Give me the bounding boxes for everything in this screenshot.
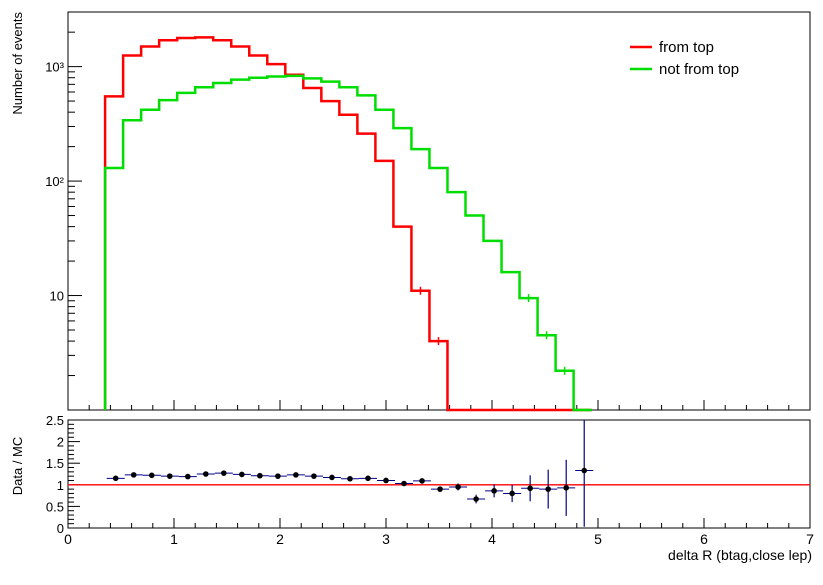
ratio-point: [485, 484, 503, 497]
ratio-x-tick-label: 2: [276, 531, 284, 547]
ratio-marker: [203, 471, 209, 477]
ratio-point: [521, 475, 539, 501]
ratio-point: [539, 470, 557, 509]
ratio-marker: [221, 470, 227, 476]
ratio-marker: [509, 491, 515, 497]
ratio-y-tick-label: 2: [57, 435, 64, 450]
ratio-y-tick-label: 2.5: [46, 413, 64, 428]
ratio-point: [305, 473, 323, 479]
ratio-marker: [311, 473, 317, 479]
ratio-point: [197, 471, 215, 477]
ratio-x-tick-label: 7: [806, 531, 814, 547]
ratio-marker: [581, 468, 587, 474]
ratio-y-tick-label: 1: [57, 478, 64, 493]
ratio-marker: [185, 474, 191, 480]
histogram-series-not-from-top: [105, 76, 592, 410]
ratio-point: [161, 473, 179, 479]
ratio-point: [575, 420, 593, 527]
histogram-y-ticks: 10 10² 10³: [45, 12, 82, 410]
histogram-series: [105, 37, 592, 410]
ratio-marker: [563, 485, 569, 491]
ratio-marker: [239, 472, 245, 478]
ratio-point: [341, 476, 359, 482]
ratio-marker: [347, 476, 353, 482]
ratio-point: [413, 478, 431, 484]
ratio-marker: [383, 478, 389, 484]
ratio-marker: [419, 478, 425, 484]
ratio-point: [431, 486, 449, 492]
ratio-y-tick-label: 0: [57, 521, 64, 536]
ratio-x-tick-label: 4: [488, 531, 496, 547]
ratio-frame: [68, 420, 810, 528]
ratio-marker: [401, 481, 407, 487]
ratio-y-axis-label: Data / MC: [10, 437, 25, 496]
ratio-point: [269, 473, 287, 479]
histogram-y-tick-label: 10: [50, 289, 64, 304]
histogram-y-axis-label: Number of events: [10, 12, 25, 115]
ratio-marker: [257, 473, 263, 479]
ratio-marker: [527, 485, 533, 491]
ratio-marker: [113, 476, 119, 482]
ratio-panel: 0 0.5 1 1.5 2 2.5 0 1 2 3 4 5 6 7 Data / MC delta R …: [10, 413, 814, 563]
ratio-marker: [131, 472, 137, 478]
ratio-x-axis-label: delta R (btag,close lep): [668, 547, 812, 563]
ratio-point: [557, 460, 575, 516]
ratio-x-tick-label: 0: [64, 531, 72, 547]
ratio-y-ticks: 0 0.5 1 1.5 2 2.5: [46, 413, 80, 536]
histogram-y-tick-label: 10²: [45, 174, 64, 189]
ratio-marker: [491, 488, 497, 494]
ratio-point: [125, 472, 143, 478]
ratio-marker: [329, 475, 335, 481]
ratio-marker: [455, 484, 461, 490]
histogram-panel: 10 10² 10³ Number of events from top not fr…: [10, 12, 810, 410]
ratio-point: [503, 485, 521, 502]
ratio-point: [377, 478, 395, 484]
ratio-marker: [365, 476, 371, 482]
legend: from top not from top: [630, 39, 739, 78]
ratio-point: [323, 475, 341, 481]
legend-label: from top: [659, 39, 714, 56]
ratio-marker: [275, 473, 281, 479]
ratio-marker: [293, 472, 299, 478]
ratio-marker: [437, 486, 443, 492]
ratio-y-tick-label: 1.5: [46, 456, 64, 471]
ratio-point: [359, 476, 377, 482]
histogram-y-tick-label: 10³: [45, 60, 64, 75]
ratio-point: [395, 481, 413, 487]
ratio-x-tick-label: 1: [170, 531, 178, 547]
ratio-points: [107, 420, 594, 527]
ratio-marker: [545, 486, 551, 492]
ratio-point: [251, 473, 269, 479]
ratio-marker: [149, 472, 155, 478]
ratio-point: [233, 472, 251, 478]
ratio-x-tick-label: 6: [700, 531, 708, 547]
legend-label: not from top: [659, 61, 739, 78]
ratio-y-tick-label: 0.5: [46, 499, 64, 514]
ratio-x-tick-label: 3: [382, 531, 390, 547]
ratio-point: [215, 470, 233, 476]
ratio-x-ticks: 0 1 2 3 4 5 6 7: [64, 518, 814, 547]
ratio-point: [179, 474, 197, 480]
ratio-x-tick-label: 5: [594, 531, 602, 547]
ratio-point: [143, 472, 161, 478]
ratio-marker: [473, 496, 479, 502]
ratio-marker: [167, 473, 173, 479]
ratio-point: [467, 495, 485, 504]
ratio-point: [107, 476, 125, 482]
histogram-x-ticks: [68, 400, 810, 410]
ratio-point: [287, 472, 305, 478]
